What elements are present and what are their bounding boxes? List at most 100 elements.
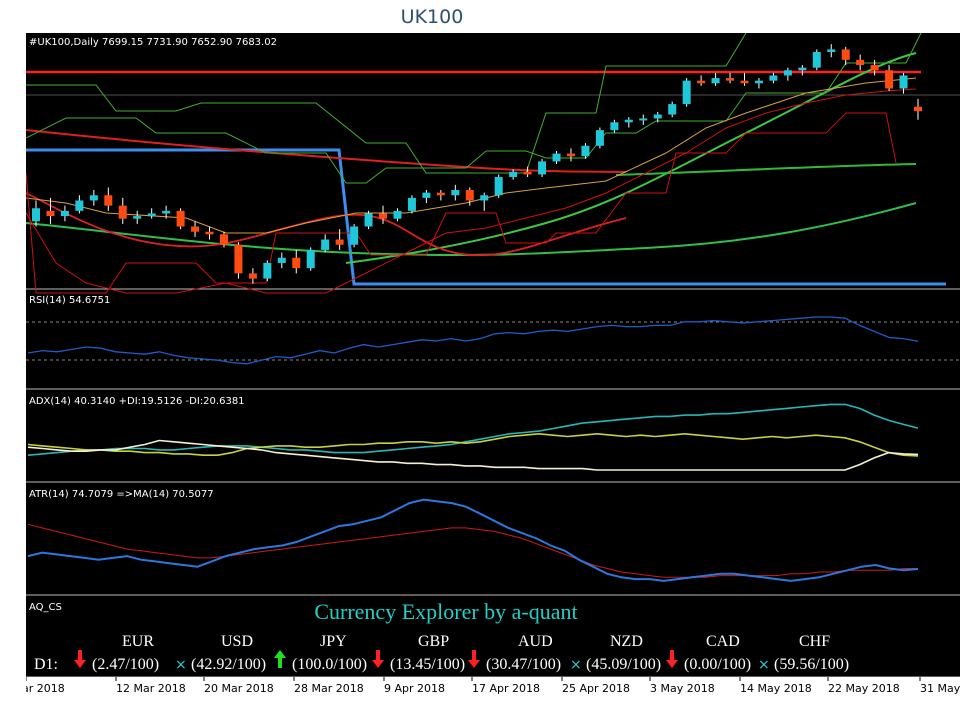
- candle-body: [798, 67, 807, 71]
- candle-body: [480, 195, 489, 201]
- candle-body: [407, 197, 416, 211]
- price-panel: #UK100,Daily 7699.15 7731.90 7652.90 768…: [26, 33, 960, 294]
- arrow-up-icon: [274, 650, 286, 668]
- cs-currency-cad: CAD: [706, 633, 740, 650]
- minus-di-line: [27, 439, 919, 471]
- adx-header: ADX(14) 40.3140 +DI:19.5126 -DI:20.6381: [29, 396, 245, 407]
- candle-body: [914, 106, 922, 112]
- candle-body: [379, 213, 388, 219]
- candle-body: [205, 231, 214, 235]
- candle-body: [89, 195, 98, 201]
- candle-body: [306, 249, 315, 269]
- candle-body: [783, 70, 792, 76]
- main-header: #UK100,Daily 7699.15 7731.90 7652.90 768…: [29, 37, 277, 48]
- candle-body: [653, 114, 662, 119]
- atr-ma-line: [27, 523, 918, 578]
- x-axis-label: 9 Apr 2018: [384, 682, 445, 695]
- plus-di-line: [27, 432, 919, 457]
- candle-body: [870, 65, 879, 71]
- atr-line: [27, 498, 919, 582]
- candle-body: [754, 80, 763, 84]
- x-axis: 2 Mar 2018 12 Mar 2018 20 Mar 2018 28 Mar 2…: [26, 677, 960, 699]
- x-axis-label: 2 Mar 2018: [26, 682, 65, 695]
- candle-body: [133, 216, 142, 219]
- arrow-down-icon: [74, 650, 86, 668]
- x-axis-label: 22 May 2018: [828, 682, 900, 695]
- cs-value-gbp: (13.45/100): [390, 656, 465, 673]
- cs-currency-eur: EUR: [122, 633, 154, 650]
- candle-body: [393, 210, 402, 219]
- adx-line: [27, 403, 919, 456]
- candle-body: [523, 171, 532, 175]
- cs-value-chf: (59.56/100): [774, 656, 849, 673]
- cs-value-eur: (2.47/100): [92, 656, 159, 673]
- x-axis-label: 12 Mar 2018: [116, 682, 186, 695]
- x-axis-label: 14 May 2018: [740, 682, 812, 695]
- candle-body: [899, 75, 908, 89]
- candle-body: [350, 226, 359, 245]
- candle-body: [248, 273, 257, 279]
- candle-body: [552, 153, 561, 162]
- x-axis-label: 25 Apr 2018: [562, 682, 630, 695]
- arrow-down-icon: [666, 650, 678, 668]
- candle-body: [32, 208, 40, 222]
- cs-currency-aud: AUD: [518, 633, 553, 650]
- candle-body: [277, 257, 286, 263]
- x-axis-label: 31 May 2: [920, 682, 960, 695]
- candle-body: [234, 244, 243, 274]
- adx-panel: ADX(14) 40.3140 +DI:19.5126 -DI:20.6381: [27, 396, 919, 471]
- cs-currency-nzd: NZD: [610, 633, 643, 650]
- x-axis-label: 17 Apr 2018: [472, 682, 540, 695]
- x-axis-label: 20 Mar 2018: [204, 682, 274, 695]
- x-axis-svg: 2 Mar 2018 12 Mar 2018 20 Mar 2018 28 Mar 2…: [26, 677, 960, 695]
- candle-body: [147, 213, 156, 217]
- candle-body: [856, 59, 865, 66]
- cs-items: EUR(2.47/100)USD× (42.92/100)JPY(100.0/10…: [74, 633, 849, 673]
- neutral-cross-icon: ×: [570, 657, 582, 673]
- candle-body: [682, 80, 691, 105]
- candle-body: [697, 80, 706, 84]
- arrow-down-icon: [372, 650, 384, 668]
- x-axis-label: 3 May 2018: [650, 682, 715, 695]
- candle-body: [263, 262, 272, 279]
- cs-value-jpy: (100.0/100): [292, 656, 367, 673]
- currency-strength-panel: AQ_CS Currency Explorer by a-quant D1: E…: [29, 599, 849, 673]
- candle-body: [191, 226, 200, 232]
- candle-body: [726, 78, 735, 81]
- cs-currency-gbp: GBP: [418, 633, 449, 650]
- candle-body: [436, 192, 445, 196]
- candle-body: [509, 171, 518, 178]
- rsi-header: RSI(14) 54.6751: [29, 295, 110, 306]
- candle-body: [566, 153, 575, 157]
- cs-value-nzd: (45.09/100): [586, 656, 661, 673]
- neutral-cross-icon: ×: [758, 657, 770, 673]
- candle-body: [118, 205, 127, 219]
- cs-title: Currency Explorer by a-quant: [314, 599, 577, 624]
- candle-body: [639, 118, 648, 121]
- candles-layer: [32, 44, 922, 284]
- candle-body: [292, 257, 301, 269]
- rsi-panel: RSI(14) 54.6751: [26, 295, 960, 365]
- candle-body: [104, 195, 113, 206]
- candle-body: [885, 70, 894, 89]
- candle-body: [46, 210, 55, 217]
- candle-body: [162, 210, 171, 214]
- candle-body: [624, 119, 633, 123]
- chart-svg: #UK100,Daily 7699.15 7731.90 7652.90 768…: [26, 33, 960, 699]
- page-title: UK100: [400, 6, 464, 28]
- candle-body: [610, 122, 619, 131]
- rsi-line: [27, 316, 919, 365]
- arrow-down-icon: [468, 650, 480, 668]
- candle-body: [841, 49, 850, 60]
- cs-value-aud: (30.47/100): [486, 656, 561, 673]
- x-axis-label: 28 Mar 2018: [294, 682, 364, 695]
- candle-body: [595, 130, 604, 146]
- cs-row-label: D1:: [34, 656, 58, 673]
- cs-currency-usd: USD: [221, 633, 253, 650]
- candle-body: [321, 239, 330, 250]
- candle-body: [451, 190, 460, 196]
- cs-value-usd: (42.92/100): [191, 656, 266, 673]
- cs-header: AQ_CS: [29, 602, 62, 613]
- candle-body: [465, 190, 474, 201]
- atr-panel: ATR(14) 74.7079 =>MA(14) 70.5077: [27, 489, 919, 582]
